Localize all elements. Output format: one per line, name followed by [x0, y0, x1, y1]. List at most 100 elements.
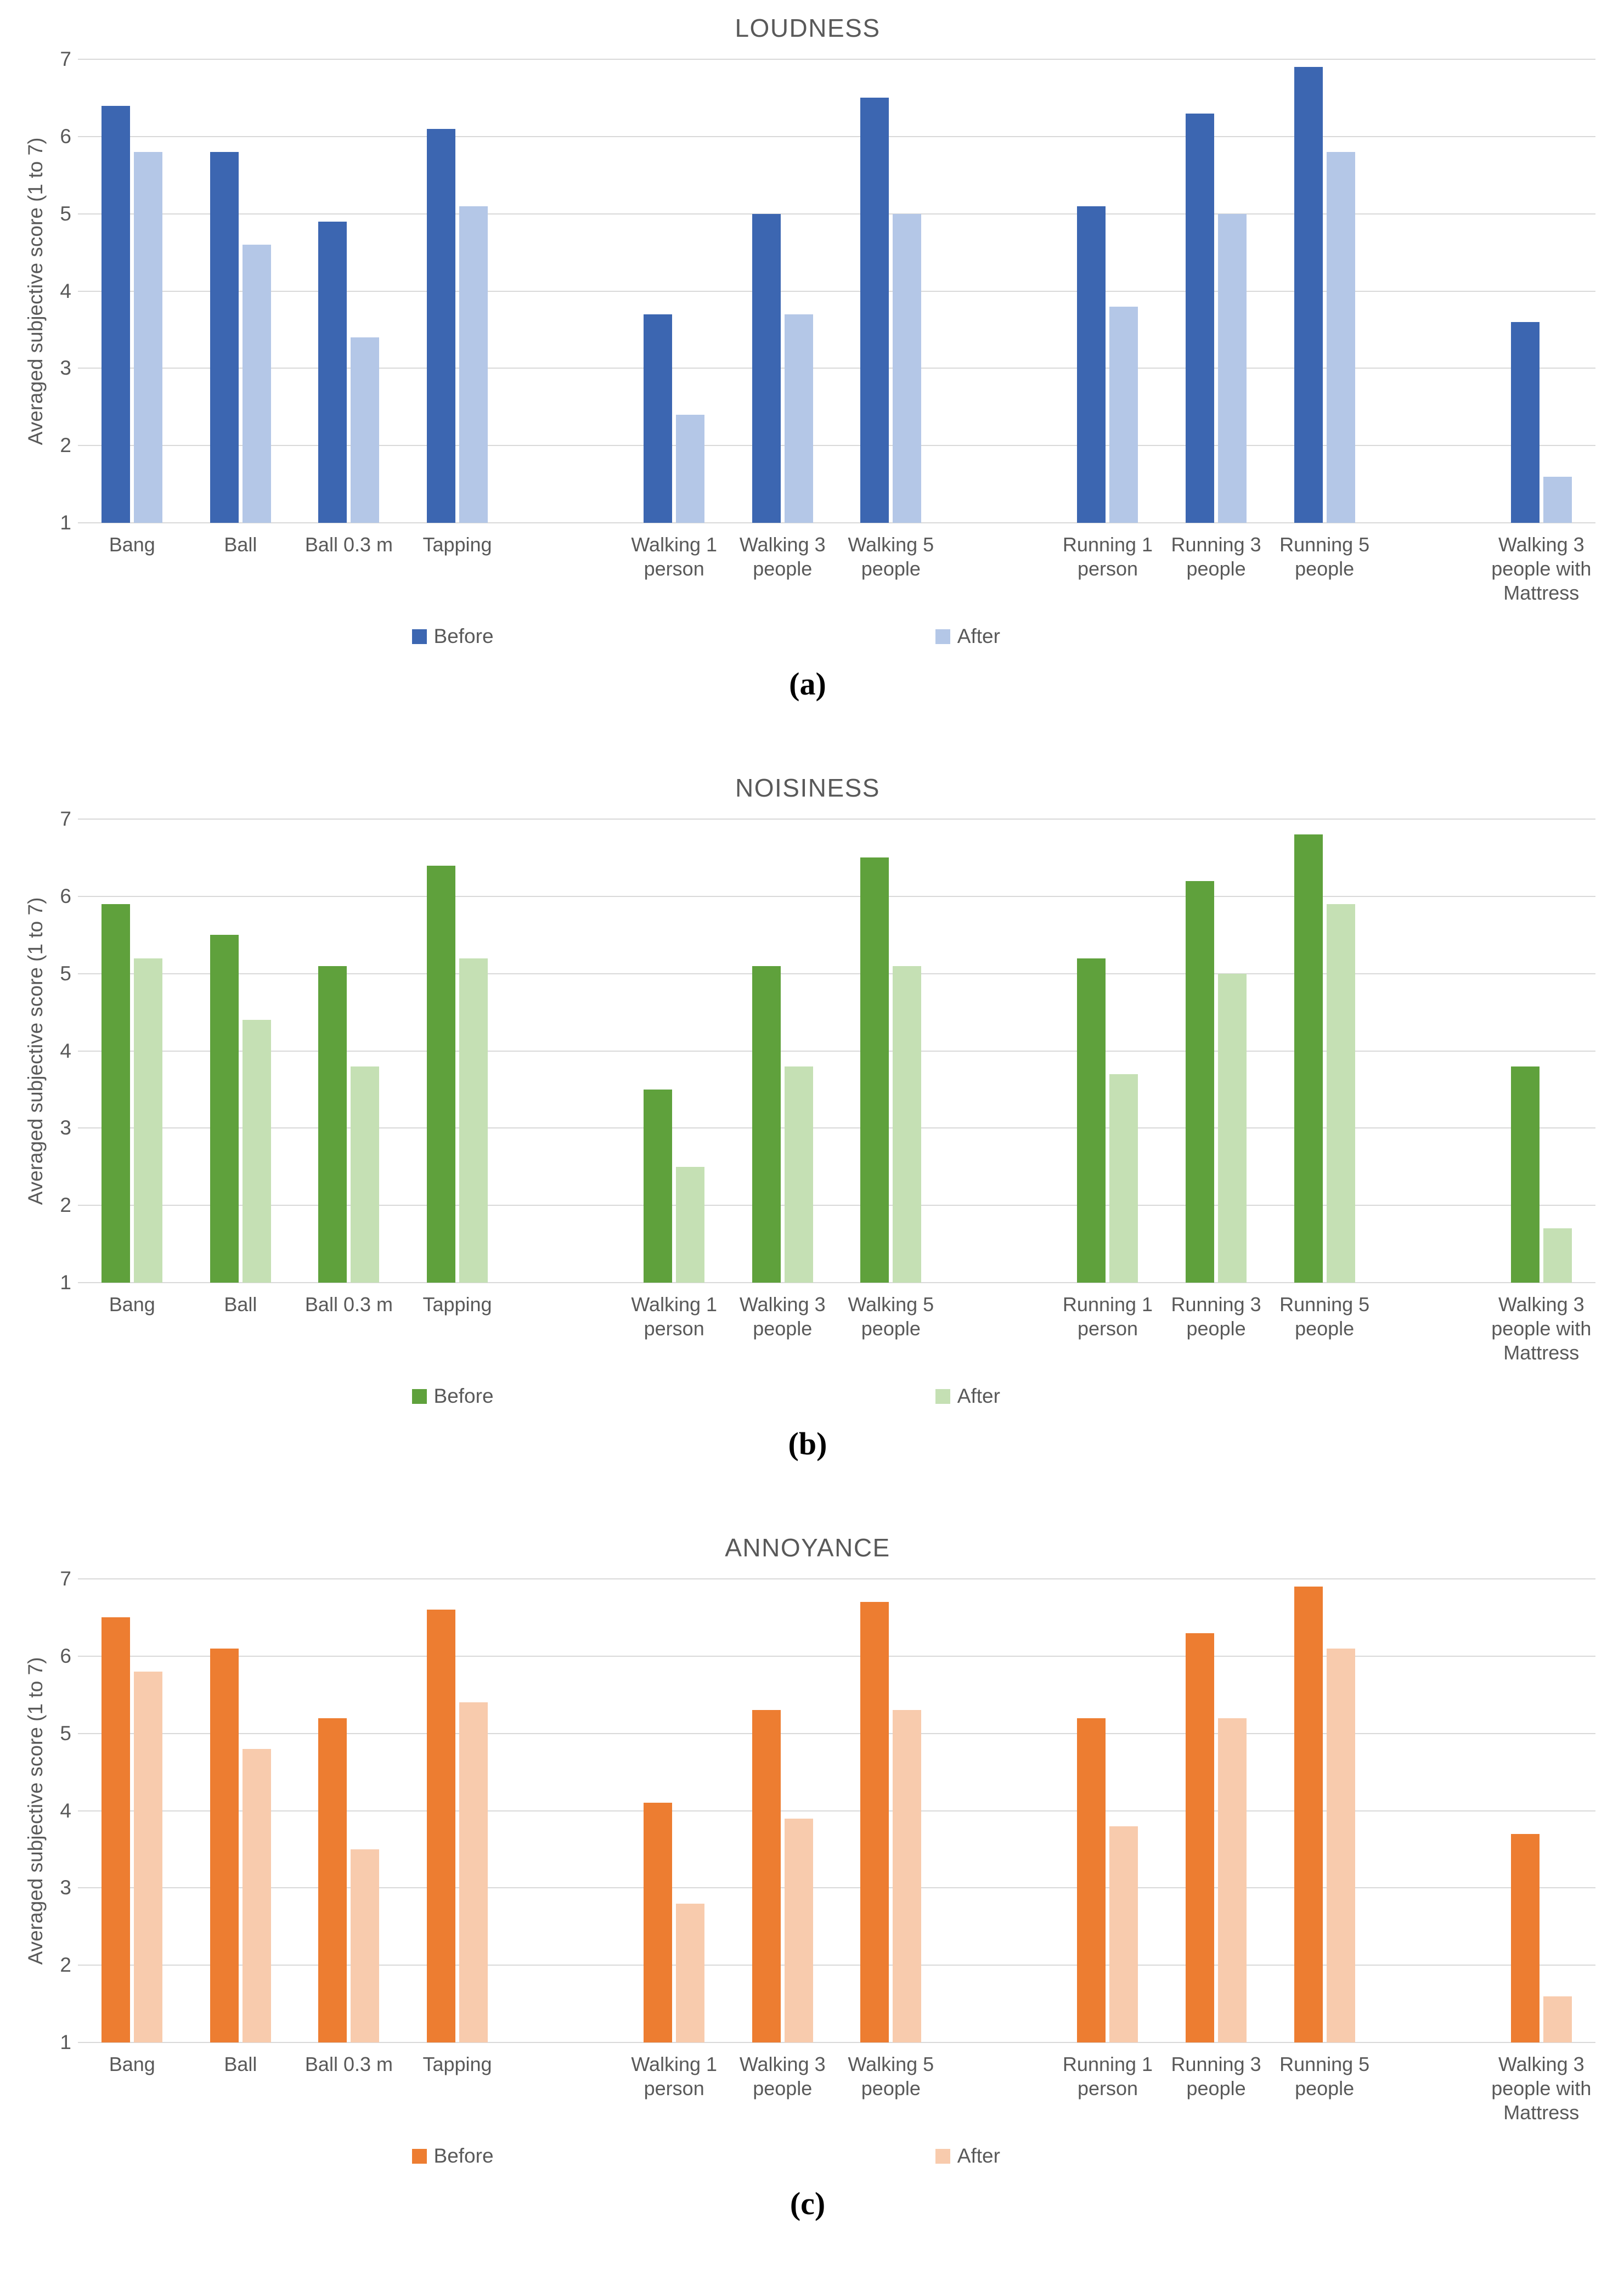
x-axis-label: Walking 3 people with Mattress — [1491, 2053, 1592, 2124]
bar-before — [1186, 113, 1215, 523]
chart-title: ANNOYANCE — [725, 1533, 890, 1562]
x-axis-label: Running 5 people — [1279, 533, 1370, 580]
bar-before — [210, 1648, 239, 2042]
y-tick-label: 2 — [60, 1194, 71, 1217]
bar-group — [187, 819, 295, 1283]
bar-group — [1270, 1579, 1379, 2042]
bar-group-gap — [945, 59, 1054, 523]
bar-after — [351, 1849, 380, 2042]
plot-area — [78, 819, 1595, 1283]
bar-before — [1186, 881, 1215, 1283]
figure-sublabel: (b) — [788, 1426, 827, 1461]
legend-label: After — [957, 625, 1000, 647]
chart-loudness: LOUDNESS Averaged subjective score (1 to… — [0, 0, 1624, 760]
plot-area — [78, 59, 1595, 523]
x-axis-label: Walking 5 people — [848, 533, 934, 580]
bar-group-gap — [1379, 1579, 1487, 2042]
bar-after — [351, 337, 380, 523]
bar-after — [459, 206, 488, 523]
x-axis-label-gap — [1379, 2052, 1487, 2142]
x-axis-label: Ball — [224, 1293, 257, 1316]
bar-group — [1487, 819, 1596, 1283]
bar-after — [242, 245, 271, 523]
y-tick-label: 4 — [60, 279, 71, 302]
bar-after — [1326, 904, 1355, 1283]
bar-group — [620, 59, 729, 523]
x-axis-label: Running 3 people — [1171, 533, 1261, 580]
bar-group — [1053, 819, 1162, 1283]
chart-body: Averaged subjective score (1 to 7) 1 2 3 4 5… — [20, 1567, 1595, 2176]
figure-sublabel: (c) — [790, 2186, 826, 2221]
plot-column: Bang Ball Ball 0.3 m Tapping Walking 1 perso… — [78, 819, 1595, 1416]
gridline — [78, 290, 1595, 292]
legend-label: After — [957, 1385, 1000, 1407]
bar-before — [860, 857, 889, 1283]
x-axis-label: Running 5 people — [1279, 2053, 1370, 2100]
bar-group — [1162, 1579, 1271, 2042]
bar-before — [210, 152, 239, 523]
x-axis-label: Running 1 person — [1062, 533, 1153, 580]
bar-group — [78, 819, 187, 1283]
bar-after — [1543, 1228, 1572, 1283]
bar-group — [620, 819, 729, 1283]
bar-after — [134, 1672, 163, 2042]
bar-after — [893, 213, 922, 523]
chart-body: Averaged subjective score (1 to 7) 1 2 3 4 5… — [20, 48, 1595, 657]
bar-group — [295, 819, 403, 1283]
bar-before — [1510, 321, 1540, 523]
bar-before — [644, 1089, 673, 1283]
x-axis-label-gap — [945, 533, 1054, 623]
bar-before — [644, 314, 673, 523]
bar-after — [1218, 973, 1247, 1283]
bar-before — [644, 1803, 673, 2042]
gridline — [78, 1282, 1595, 1283]
bar-group — [728, 819, 837, 1283]
bar-group — [295, 1579, 403, 2042]
gridline — [78, 1578, 1595, 1579]
x-axis-label: Walking 3 people with Mattress — [1491, 533, 1592, 604]
bar-group — [187, 1579, 295, 2042]
bar-before — [1077, 206, 1106, 523]
chart-title: NOISINESS — [735, 774, 880, 802]
legend-swatch — [411, 629, 427, 644]
chart-title: LOUDNESS — [735, 14, 881, 42]
bar-after — [242, 1748, 271, 2042]
x-axis-label: Bang — [109, 533, 155, 556]
legend-swatch — [411, 2148, 427, 2164]
chart-annoyance: ANNOYANCE Averaged subjective score (1 t… — [0, 1520, 1624, 2279]
x-axis-label: Bang — [109, 1293, 155, 1316]
x-axis-label: Ball 0.3 m — [304, 1293, 393, 1316]
bar-group — [1270, 819, 1379, 1283]
y-tick-label: 3 — [60, 1876, 71, 1899]
bar-before — [1294, 834, 1323, 1283]
x-axis-label: Tapping — [422, 2053, 492, 2075]
legend: Before After — [78, 625, 1595, 657]
x-axis-label: Walking 1 person — [631, 2053, 718, 2100]
bars-row — [78, 59, 1595, 523]
bars-row — [78, 1579, 1595, 2042]
legend-swatch — [411, 1389, 427, 1404]
bar-group — [728, 1579, 837, 2042]
bar-group — [837, 1579, 945, 2042]
bar-group-gap — [511, 59, 620, 523]
bar-group — [1487, 1579, 1596, 2042]
y-tick-label: 1 — [60, 2031, 71, 2053]
bar-before — [318, 221, 347, 523]
y-tick-label: 4 — [60, 1039, 71, 1062]
y-tick-label: 7 — [60, 808, 71, 830]
bar-after — [1109, 306, 1138, 523]
legend-label: Before — [433, 1385, 494, 1407]
bar-after — [351, 1066, 380, 1283]
x-axis-label: Ball 0.3 m — [304, 2053, 393, 2075]
bar-after — [784, 314, 813, 523]
bar-before — [318, 1718, 347, 2042]
x-axis-labels: Bang Ball Ball 0.3 m Tapping Walking 1 perso… — [78, 1283, 1595, 1382]
bar-after — [1109, 1074, 1138, 1283]
bar-group-gap — [945, 819, 1054, 1283]
bar-after — [1218, 1718, 1247, 2042]
plot-column: Bang Ball Ball 0.3 m Tapping Walking 1 perso… — [78, 59, 1595, 657]
bar-group — [403, 1579, 512, 2042]
x-axis-label-gap — [945, 1293, 1054, 1382]
x-axis-label: Running 3 people — [1171, 2053, 1261, 2100]
